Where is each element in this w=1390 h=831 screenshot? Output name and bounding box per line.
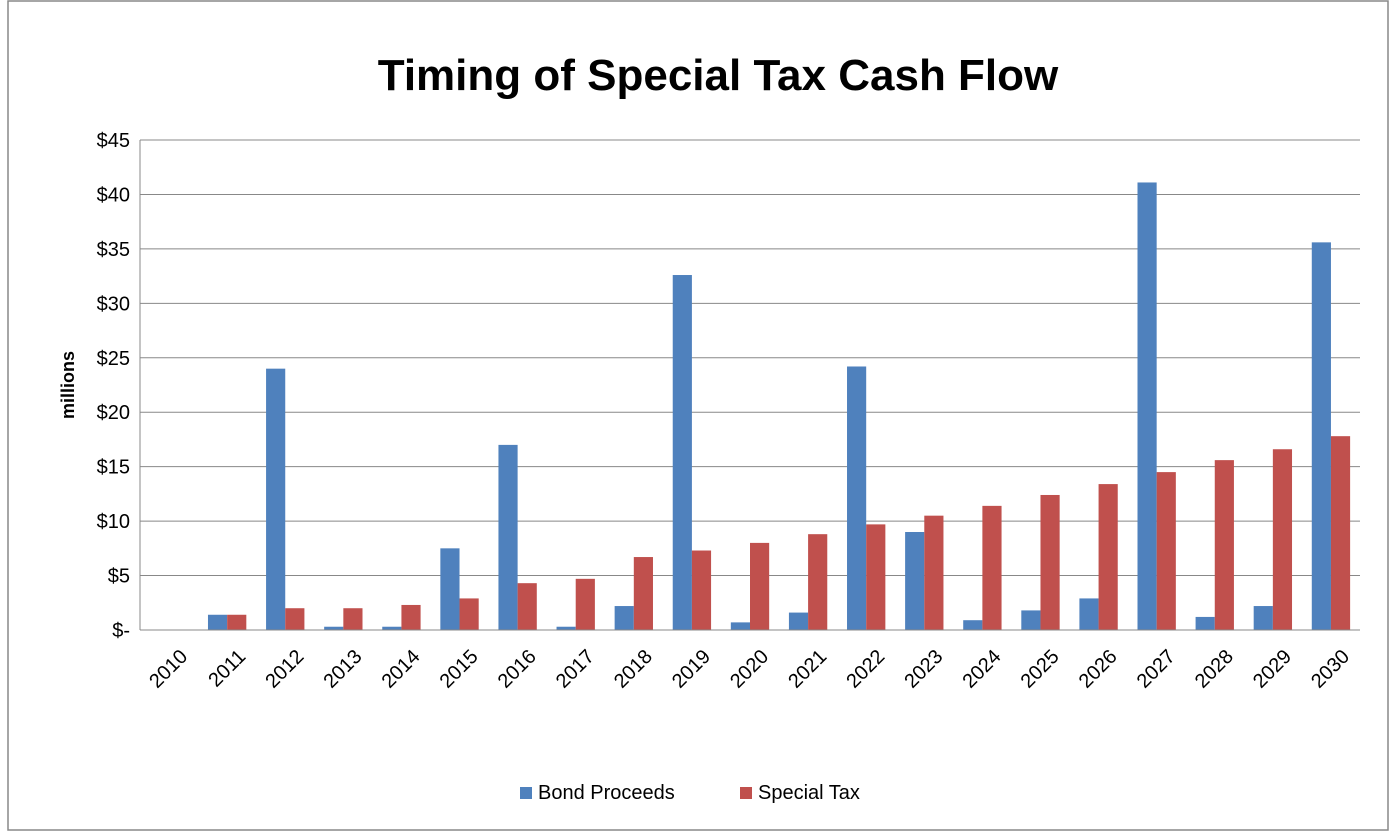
bar bbox=[1214, 460, 1234, 630]
y-tick-label: $45 bbox=[97, 130, 130, 152]
bar bbox=[1079, 598, 1099, 630]
bar bbox=[1195, 616, 1215, 630]
bar bbox=[1156, 472, 1176, 630]
y-tick-label: $10 bbox=[97, 511, 130, 533]
y-axis-label: millions bbox=[58, 351, 78, 419]
bar bbox=[691, 550, 712, 630]
bar bbox=[517, 583, 537, 630]
y-tick-label: $- bbox=[112, 620, 130, 642]
bar bbox=[1021, 610, 1041, 630]
bar bbox=[982, 505, 1002, 630]
bar bbox=[866, 524, 886, 630]
legend-label: Bond Proceeds bbox=[538, 782, 675, 804]
legend-swatch bbox=[520, 787, 532, 799]
bar bbox=[963, 620, 983, 630]
y-tick-label: $40 bbox=[97, 184, 130, 206]
bar bbox=[924, 515, 944, 630]
bar bbox=[1098, 484, 1118, 630]
y-tick-label: $15 bbox=[97, 457, 130, 479]
bar bbox=[1253, 606, 1273, 630]
bar bbox=[498, 444, 518, 630]
chart-title: Timing of Special Tax Cash Flow bbox=[378, 51, 1059, 100]
bar bbox=[266, 368, 286, 630]
bar bbox=[285, 608, 305, 630]
bar bbox=[633, 557, 653, 630]
bar bbox=[808, 534, 828, 630]
bar bbox=[847, 366, 867, 630]
bar bbox=[672, 275, 692, 630]
y-tick-label: $20 bbox=[97, 402, 130, 424]
bar bbox=[227, 614, 247, 630]
bar bbox=[343, 608, 363, 630]
bar bbox=[1330, 436, 1351, 630]
bar bbox=[1311, 242, 1331, 630]
bar bbox=[324, 626, 344, 630]
bar bbox=[730, 622, 750, 630]
bar bbox=[575, 578, 595, 630]
bar bbox=[207, 614, 228, 630]
bar bbox=[401, 604, 421, 630]
y-tick-label: $25 bbox=[97, 348, 130, 370]
bar bbox=[750, 542, 770, 630]
bar bbox=[556, 626, 576, 630]
chart-frame bbox=[7, 0, 1389, 831]
bar bbox=[382, 626, 402, 630]
bar bbox=[1137, 182, 1157, 630]
bar bbox=[459, 598, 479, 630]
bar bbox=[1272, 449, 1293, 630]
bar bbox=[1040, 494, 1060, 630]
y-tick-label: $35 bbox=[97, 239, 130, 261]
bar bbox=[614, 606, 634, 630]
bar bbox=[905, 532, 925, 630]
y-tick-label: $30 bbox=[97, 293, 130, 315]
bar bbox=[788, 612, 809, 630]
y-tick-label: $5 bbox=[108, 566, 130, 588]
bar bbox=[440, 548, 460, 630]
legend-label: Special Tax bbox=[758, 782, 860, 804]
legend-swatch bbox=[740, 787, 752, 799]
